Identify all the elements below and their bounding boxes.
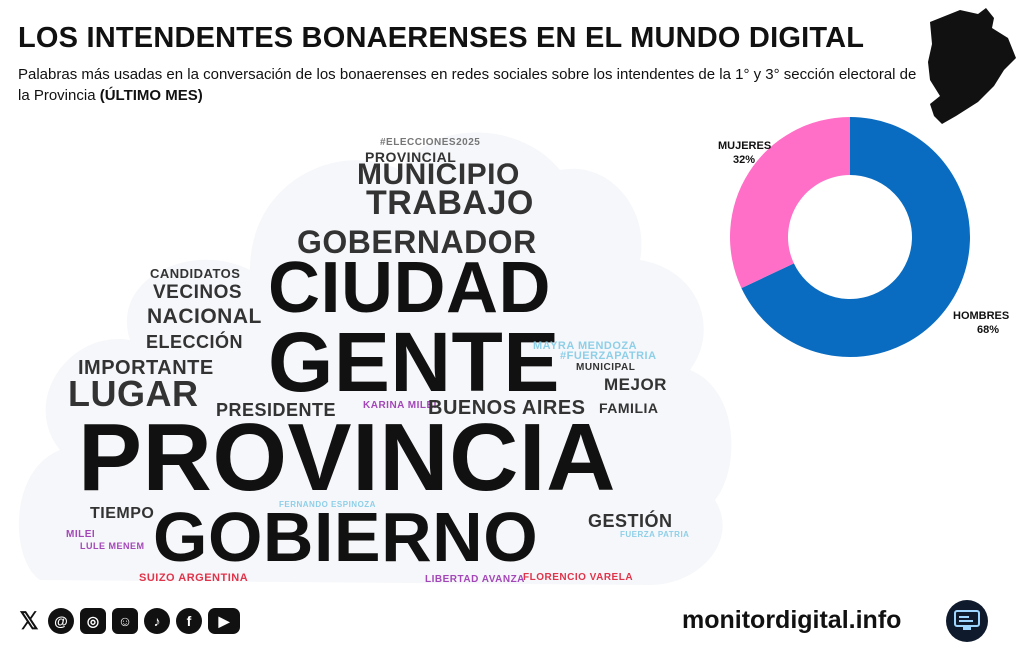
- facebook-icon[interactable]: f: [176, 608, 202, 634]
- wordcloud-word: FUERZA PATRIA: [620, 530, 690, 539]
- wordcloud-word: IMPORTANTE: [78, 357, 214, 379]
- label-hombres-name: HOMBRES: [953, 310, 1009, 322]
- wordcloud-word: CANDIDATOS: [150, 266, 241, 281]
- wordcloud-word: PROVINCIAL: [365, 149, 457, 165]
- bot-icon[interactable]: ☺: [112, 608, 138, 634]
- subtitle-text: Palabras más usadas en la conversación d…: [18, 66, 917, 104]
- wordcloud-word: PROVINCIA: [78, 404, 616, 511]
- wordcloud-word: MUNICIPIO: [357, 158, 520, 191]
- donut-slice-mujeres: [730, 117, 850, 289]
- wordcloud-word: TRABAJO: [366, 184, 534, 222]
- buenos-aires-map-icon: [928, 8, 1016, 124]
- social-icons: 𝕏 @ ◎ ☺ ♪ f ▶: [16, 607, 240, 635]
- wordcloud-word: GOBERNADOR: [297, 224, 537, 260]
- threads-icon[interactable]: @: [48, 608, 74, 634]
- wordcloud-word: MEJOR: [604, 375, 667, 394]
- wordcloud-word: KARINA MILEI: [363, 400, 437, 411]
- gender-donut-chart: MUJERES 32% HOMBRES 68%: [718, 117, 1009, 357]
- wordcloud-word: GOBIERNO: [153, 498, 539, 576]
- instagram-icon[interactable]: ◎: [80, 608, 106, 634]
- wordcloud-word: FLORENCIO VARELA: [523, 572, 634, 583]
- wordcloud-word: LIBERTAD AVANZA: [425, 574, 525, 585]
- wordcloud-word: TIEMPO: [90, 505, 155, 522]
- wordcloud-word: FERNANDO ESPINOZA: [279, 500, 376, 509]
- wordcloud-word: GENTE: [268, 315, 560, 409]
- page-subtitle: Palabras más usadas en la conversación d…: [18, 64, 918, 106]
- wordcloud-word: FAMILIA: [599, 400, 659, 416]
- brand-url[interactable]: monitordigital.info: [682, 606, 902, 634]
- x-icon[interactable]: 𝕏: [19, 607, 39, 635]
- wordcloud-word: GESTIÓN: [588, 511, 673, 531]
- donut-slice-hombres: [741, 117, 970, 357]
- wordcloud-word: LULE MENEM: [80, 541, 145, 551]
- monitor-icon: [946, 600, 988, 642]
- subtitle-period: (ÚLTIMO MES): [99, 87, 203, 104]
- wordcloud-word: LUGAR: [68, 373, 199, 414]
- wordcloud-word: #ELECCIONES2025: [380, 137, 481, 148]
- wordcloud-word: BUENOS AIRES: [428, 397, 586, 419]
- wordcloud-word: NACIONAL: [147, 305, 262, 328]
- tiktok-icon[interactable]: ♪: [144, 608, 170, 634]
- label-hombres-value: 68%: [977, 324, 999, 336]
- wordcloud-word: #FUERZAPATRIA: [560, 350, 657, 362]
- label-mujeres-value: 32%: [733, 154, 755, 166]
- wordcloud-word: MUNICIPAL: [576, 362, 636, 373]
- wordcloud-word: MAYRA MENDOZA: [533, 340, 638, 352]
- label-mujeres-name: MUJERES: [718, 140, 771, 152]
- wordcloud-word: MILEI: [66, 529, 96, 540]
- page-title: LOS INTENDENTES BONAERENSES EN EL MUNDO …: [18, 22, 865, 54]
- wordcloud-word: VECINOS: [153, 282, 243, 303]
- wordcloud-word: SUIZO ARGENTINA: [139, 572, 249, 584]
- youtube-icon[interactable]: ▶: [208, 608, 240, 634]
- wordcloud-word: CIUDAD: [268, 248, 551, 328]
- wordcloud-word: ELECCIÓN: [146, 332, 244, 352]
- wordcloud-word: PRESIDENTE: [216, 400, 337, 420]
